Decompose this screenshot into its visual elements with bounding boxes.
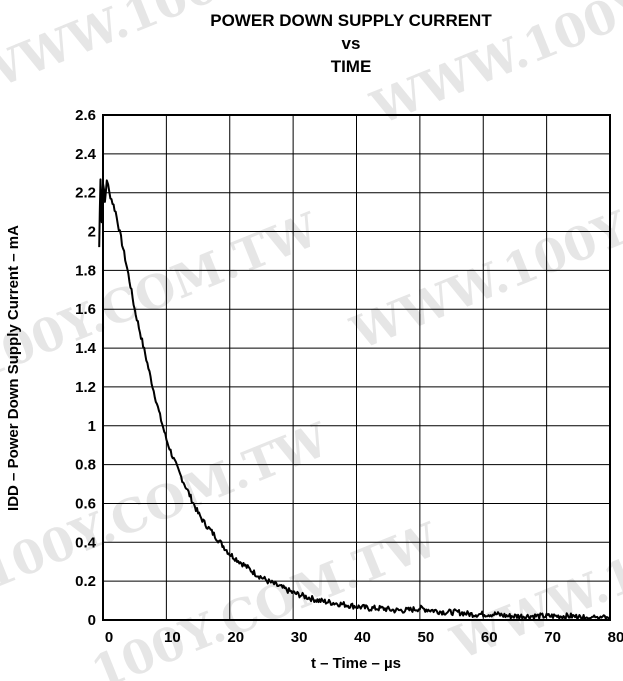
y-tick-label: 0.6 xyxy=(75,495,96,512)
x-tick-label: 50 xyxy=(418,629,435,646)
y-tick-label: 1.8 xyxy=(75,262,96,279)
x-tick-label: 10 xyxy=(164,629,181,646)
watermark-text: 100Y.COM.TW xyxy=(0,202,327,391)
x-tick-label: 80 xyxy=(608,629,623,646)
y-tick-label: 1.2 xyxy=(75,379,96,396)
y-tick-label: 0.2 xyxy=(75,573,96,590)
chart-title-line-2: vs xyxy=(342,34,361,53)
y-tick-label: 2.4 xyxy=(75,146,97,163)
y-axis-label: IDD – Power Down Supply Current – mA xyxy=(5,225,22,511)
y-tick-label: 1 xyxy=(88,418,96,435)
y-axis-ticks: 0 0.2 0.4 0.6 0.8 1 1.2 1.4 1.6 1.8 2 2.2 2.4 2.6 xyxy=(75,107,97,629)
x-axis-label: t – Time – µs xyxy=(311,655,401,672)
plot-frame xyxy=(102,114,611,621)
x-tick-label: 60 xyxy=(481,629,498,646)
y-tick-label: 2.6 xyxy=(75,107,96,124)
y-tick-label: 0 xyxy=(88,612,96,629)
x-tick-label: 20 xyxy=(227,629,244,646)
series-line xyxy=(98,178,611,620)
x-tick-label: 0 xyxy=(105,629,113,646)
y-tick-label: 0.8 xyxy=(75,457,96,474)
y-tick-label: 2 xyxy=(88,224,96,241)
chart-title-line-3: TIME xyxy=(331,57,372,76)
y-tick-label: 1.4 xyxy=(75,340,97,357)
x-axis-ticks: 0 10 20 30 40 50 60 70 80 xyxy=(105,629,623,646)
y-tick-label: 1.6 xyxy=(75,301,96,318)
x-tick-label: 30 xyxy=(291,629,308,646)
watermark-text: WWW.100Y xyxy=(443,510,623,671)
y-tick-label: 2.2 xyxy=(75,185,96,202)
chart-title-line-1: POWER DOWN SUPPLY CURRENT xyxy=(210,11,492,30)
grid xyxy=(102,114,611,621)
y-tick-label: 0.4 xyxy=(75,534,97,551)
x-tick-label: 40 xyxy=(354,629,371,646)
x-tick-label: 70 xyxy=(544,629,561,646)
